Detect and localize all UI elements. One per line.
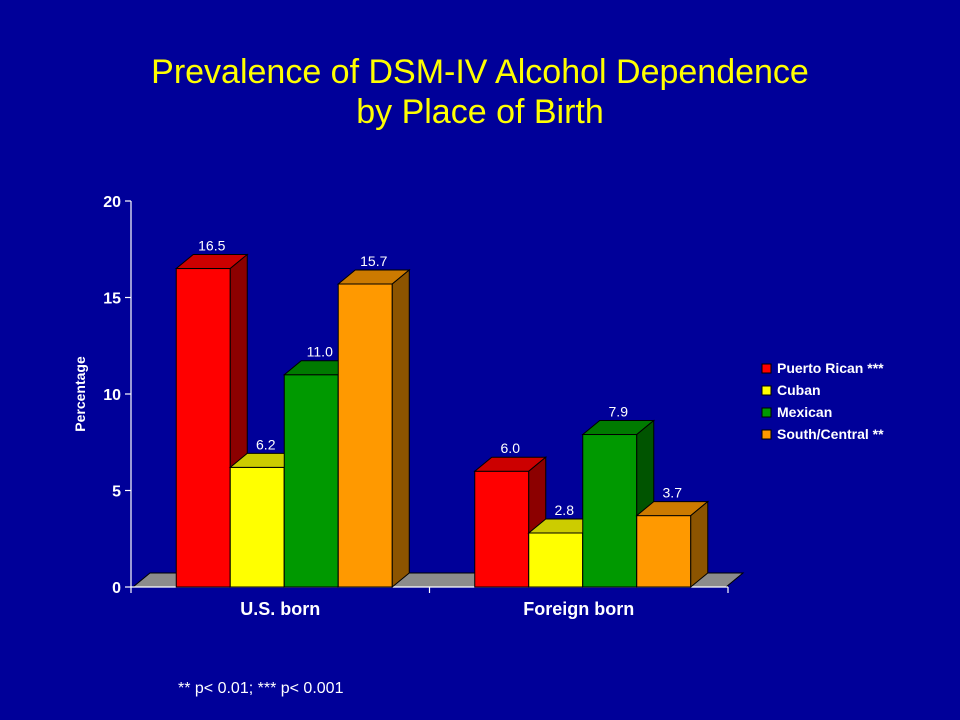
y-tick-label: 10 xyxy=(103,387,121,404)
legend-swatch xyxy=(761,385,772,396)
bar xyxy=(474,470,530,588)
bar xyxy=(283,374,339,588)
bar-value-label: 6.2 xyxy=(256,436,276,452)
chart-title-line1: Prevalence of DSM-IV Alcohol Dependence xyxy=(151,53,809,91)
legend-swatch xyxy=(761,407,772,418)
x-category-label: Foreign born xyxy=(523,599,634,619)
y-axis-title: Percentage xyxy=(72,356,88,432)
chart-title-line2: by Place of Birth xyxy=(356,93,604,131)
bar xyxy=(582,434,638,588)
bar xyxy=(636,515,692,588)
bar-value-label: 15.7 xyxy=(360,253,387,269)
legend-label: South/Central ** xyxy=(777,426,884,442)
legend-label: Cuban xyxy=(777,382,821,398)
bar-side xyxy=(391,268,410,589)
x-category-label: U.S. born xyxy=(240,599,320,619)
bar xyxy=(229,466,285,588)
y-tick-label: 0 xyxy=(112,580,121,597)
legend-label: Puerto Rican *** xyxy=(777,360,884,376)
bar xyxy=(337,283,393,588)
bar xyxy=(528,532,584,588)
bar-value-label: 6.0 xyxy=(501,440,521,456)
bar-value-label: 3.7 xyxy=(663,485,683,501)
y-tick-label: 20 xyxy=(103,194,121,211)
legend-swatch xyxy=(761,429,772,440)
footnote: ** p< 0.01; *** p< 0.001 xyxy=(178,680,344,697)
bar-value-label: 7.9 xyxy=(609,404,629,420)
legend-label: Mexican xyxy=(777,404,832,420)
y-tick-label: 15 xyxy=(103,291,121,308)
bar-value-label: 11.0 xyxy=(307,344,333,360)
bar xyxy=(175,268,231,588)
bar-side xyxy=(690,500,709,589)
y-tick-label: 5 xyxy=(112,484,121,501)
legend-swatch xyxy=(761,363,772,374)
bar-value-label: 16.5 xyxy=(198,238,225,254)
chart-title: Prevalence of DSM-IV Alcohol Dependence … xyxy=(0,52,960,132)
bar-value-label: 2.8 xyxy=(555,502,575,518)
